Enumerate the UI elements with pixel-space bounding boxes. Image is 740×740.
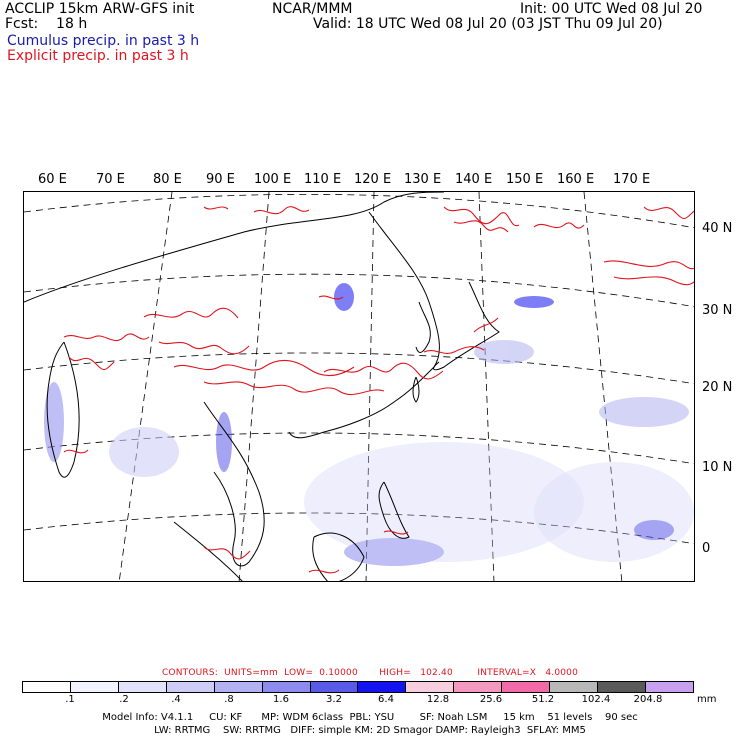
lon-label-110e: 110 E bbox=[304, 172, 342, 187]
title-left: ACCLIP 15km ARW-GFS init bbox=[5, 1, 195, 17]
coastline-indochina bbox=[203, 401, 265, 567]
lon-label-90e: 90 E bbox=[206, 172, 235, 187]
lat-label-40n: 40 N bbox=[702, 221, 733, 236]
legend-tick: 102.4 bbox=[581, 694, 611, 705]
legend-swatch bbox=[645, 682, 693, 692]
lon-line-120e bbox=[365, 192, 375, 581]
precip-map bbox=[23, 191, 695, 582]
model-info-line2: LW: RRTMG SW: RRTMG DIFF: simple KM: 2D … bbox=[154, 725, 586, 736]
lat-line-30n bbox=[24, 273, 694, 308]
coastline-china-east bbox=[288, 211, 440, 439]
lon-label-120e: 120 E bbox=[354, 172, 392, 187]
legend-tick: 6.4 bbox=[378, 694, 394, 705]
legend-swatch bbox=[70, 682, 119, 692]
legend-tick: 51.2 bbox=[531, 694, 555, 705]
valid-time: Valid: 18 UTC Wed 08 Jul 20 (03 JST Thu … bbox=[313, 16, 663, 32]
legend-swatch bbox=[166, 682, 215, 692]
legend-swatch bbox=[262, 682, 311, 692]
legend-swatch bbox=[358, 682, 407, 692]
legend-tick: .4 bbox=[171, 694, 181, 705]
legend-swatch bbox=[118, 682, 167, 692]
lat-line-20n bbox=[24, 352, 694, 385]
cumulus-precip-label: Cumulus precip. in past 3 h bbox=[7, 33, 200, 49]
explicit-precip-layer bbox=[63, 206, 694, 574]
latitude-gridlines bbox=[24, 193, 694, 545]
forecast-hour: Fcst: 18 h bbox=[5, 16, 88, 32]
legend-swatch bbox=[502, 682, 551, 692]
coastline-india bbox=[46, 341, 80, 478]
lat-line-10n bbox=[24, 432, 694, 465]
model-info-line1: Model Info: V4.1.1 CU: KF MP: WDM 6class… bbox=[102, 712, 638, 723]
legend-tick: .1 bbox=[65, 694, 75, 705]
lon-label-160e: 160 E bbox=[557, 172, 595, 187]
legend-swatch bbox=[310, 682, 359, 692]
lon-label-70e: 70 E bbox=[96, 172, 125, 187]
init-time: Init: 00 UTC Wed 08 Jul 20 bbox=[520, 1, 703, 17]
legend-units: mm bbox=[697, 694, 717, 705]
legend-swatch bbox=[23, 682, 71, 692]
lon-label-80e: 80 E bbox=[153, 172, 182, 187]
contours-info: CONTOURS: UNITS=mm LOW= 0.10000 HIGH= 10… bbox=[161, 668, 579, 678]
legend-tick: .8 bbox=[224, 694, 234, 705]
legend-tick: 25.6 bbox=[479, 694, 503, 705]
lon-label-170e: 170 E bbox=[613, 172, 651, 187]
coastline-borneo bbox=[312, 532, 365, 581]
coastline-asia-north bbox=[24, 192, 445, 303]
explicit-precip-label: Explicit precip. in past 3 h bbox=[7, 48, 189, 64]
lon-label-100e: 100 E bbox=[254, 172, 292, 187]
lat-label-10n: 10 N bbox=[702, 460, 733, 475]
legend-swatch bbox=[406, 682, 455, 692]
title-center: NCAR/MMM bbox=[272, 1, 353, 17]
lon-line-160e bbox=[583, 192, 623, 581]
cumulus-precip-layer bbox=[44, 283, 694, 566]
coastline-japan bbox=[433, 281, 500, 371]
lat-line-equator bbox=[24, 512, 694, 545]
legend-tick: 1.6 bbox=[273, 694, 289, 705]
lon-line-140e bbox=[478, 192, 495, 581]
coastline-taiwan bbox=[412, 376, 420, 403]
map-canvas bbox=[24, 192, 694, 581]
lon-line-80e bbox=[118, 192, 173, 581]
lon-label-150e: 150 E bbox=[506, 172, 544, 187]
lon-label-60e: 60 E bbox=[38, 172, 67, 187]
lat-label-20n: 20 N bbox=[702, 380, 733, 395]
coastline-korea bbox=[415, 301, 431, 353]
legend-tick: 12.8 bbox=[426, 694, 450, 705]
legend-swatch bbox=[214, 682, 263, 692]
lat-label-equator: 0 bbox=[702, 541, 711, 556]
lon-label-140e: 140 E bbox=[455, 172, 493, 187]
lon-line-100e bbox=[238, 192, 270, 581]
legend-tick: .2 bbox=[119, 694, 129, 705]
legend-tick: 3.2 bbox=[326, 694, 342, 705]
precip-color-bar bbox=[22, 681, 694, 693]
legend-swatch bbox=[454, 682, 503, 692]
legend-tick: 204.8 bbox=[633, 694, 663, 705]
longitude-gridlines bbox=[118, 192, 623, 581]
coastline-sumatra bbox=[173, 521, 243, 581]
coastline-philippines bbox=[378, 481, 410, 539]
lat-line-40n bbox=[24, 193, 694, 229]
lon-label-130e: 130 E bbox=[404, 172, 442, 187]
lat-label-30n: 30 N bbox=[702, 303, 733, 318]
legend-swatch bbox=[598, 682, 646, 692]
coastlines bbox=[24, 192, 500, 581]
legend-swatch bbox=[550, 682, 599, 692]
